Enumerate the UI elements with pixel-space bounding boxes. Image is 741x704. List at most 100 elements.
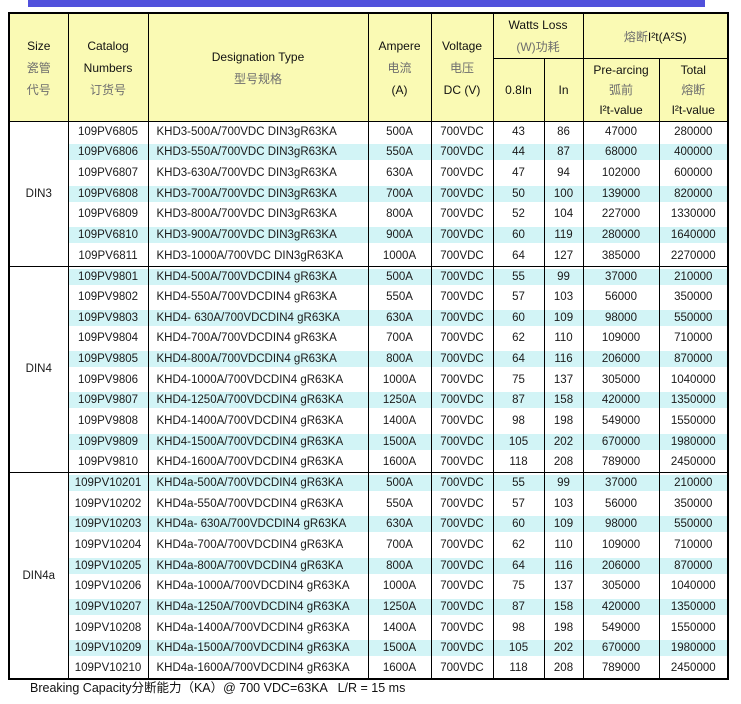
cell-catalog: 109PV10207: [67, 596, 149, 618]
spec-table: Size 瓷管 代号 Catalog Numbers 订货号 Designati…: [8, 12, 729, 681]
cell-catalog: 109PV10202: [67, 493, 149, 514]
cell-total: 870000: [658, 555, 729, 576]
table-row: 109PV9804 KHD4-700A/700VDCDIN4 gR63KA 700A…: [9, 328, 729, 349]
designation-label-en: Designation Type: [211, 49, 305, 64]
cell-ampere: 550A: [367, 142, 432, 163]
col-header-total: Total 熔断 I²t-value: [658, 58, 729, 122]
cell-ampere: 1250A: [367, 390, 432, 411]
cell-catalog: 109PV9810: [67, 452, 149, 473]
cell-total: 1640000: [658, 224, 729, 246]
cell-watts_in: 104: [543, 204, 584, 225]
cell-total: 1040000: [658, 369, 729, 391]
cell-watts_in: 202: [543, 637, 584, 659]
table-header: Size 瓷管 代号 Catalog Numbers 订货号 Designati…: [8, 12, 729, 122]
cell-ampere: 630A: [367, 307, 432, 329]
total-label-en: Total: [680, 63, 706, 77]
cell-designation: KHD3-900A/700VDC DIN3gR63KA: [147, 224, 369, 246]
catalog-label-cn: 订货号: [89, 82, 126, 97]
cell-watts_08: 64: [492, 555, 545, 576]
cell-designation: KHD4a-1000A/700VDCDIN4 gR63KA: [147, 575, 369, 597]
cell-voltage: 700VDC: [430, 472, 494, 494]
cell-catalog: 109PV6808: [67, 183, 149, 205]
cell-total: 550000: [658, 307, 729, 329]
cell-watts_08: 105: [492, 431, 545, 452]
cell-watts_08: 52: [492, 204, 545, 225]
cell-prearcing: 109000: [582, 328, 660, 349]
cell-watts_08: 47: [492, 162, 545, 184]
cell-voltage: 700VDC: [430, 224, 494, 246]
cell-catalog: 109PV6811: [67, 245, 149, 267]
watts-08in-label: 0.8In: [505, 83, 532, 97]
cell-designation: KHD4-500A/700VDCDIN4 gR63KA: [147, 266, 369, 287]
cell-ampere: 630A: [367, 513, 432, 535]
cell-voltage: 700VDC: [430, 575, 494, 597]
ampere-label-cn: 电流: [387, 60, 412, 75]
cell-prearcing: 420000: [582, 390, 660, 411]
cell-ampere: 1400A: [367, 410, 432, 432]
designation-label-cn: 型号规格: [233, 71, 282, 86]
cell-designation: KHD3-630A/700VDC DIN3gR63KA: [147, 162, 369, 184]
watts-loss-label-en: Watts Loss: [508, 18, 568, 32]
table-row: 109PV6809 KHD3-800A/700VDC DIN3gR63KA 800A…: [9, 204, 729, 225]
table-row: DIN3 109PV6805 KHD3-500A/700VDC DIN3gR63KA…: [8, 121, 729, 267]
size-group-label: DIN4: [8, 265, 69, 474]
cell-prearcing: 56000: [582, 493, 660, 514]
cell-prearcing: 420000: [582, 596, 660, 618]
cell-watts_in: 208: [543, 452, 584, 473]
cell-watts_08: 57: [492, 286, 545, 308]
col-header-catalog: Catalog Numbers 订货号: [67, 12, 149, 122]
cell-total: 1550000: [658, 410, 729, 432]
cell-watts_08: 64: [492, 245, 545, 267]
cell-voltage: 700VDC: [430, 617, 494, 638]
ampere-label-unit: (A): [391, 82, 408, 97]
cell-designation: KHD4-700A/700VDCDIN4 gR63KA: [147, 328, 369, 349]
size-group-label: DIN3: [8, 121, 69, 267]
cell-watts_in: 158: [543, 390, 584, 411]
cell-prearcing: 47000: [582, 121, 660, 143]
total-label-sub: I²t-value: [671, 103, 715, 117]
cell-prearcing: 305000: [582, 575, 660, 597]
cell-ampere: 1500A: [367, 431, 432, 452]
col-header-voltage: Voltage 电压 DC (V): [430, 12, 494, 122]
cell-designation: KHD4-550A/700VDCDIN4 gR63KA: [147, 286, 369, 308]
col-header-designation: Designation Type 型号规格: [147, 12, 369, 122]
cell-ampere: 1000A: [367, 575, 432, 597]
cell-total: 820000: [658, 183, 729, 205]
cell-designation: KHD4a-550A/700VDCDIN4 gR63KA: [147, 493, 369, 514]
cell-prearcing: 385000: [582, 245, 660, 267]
cell-designation: KHD4-1500A/700VDCDIN4 gR63KA: [147, 431, 369, 452]
cell-ampere: 1400A: [367, 617, 432, 638]
cell-catalog: 109PV10208: [67, 617, 149, 638]
cell-catalog: 109PV6807: [67, 162, 149, 184]
cell-ampere: 1000A: [367, 369, 432, 391]
cell-watts_in: 198: [543, 617, 584, 638]
cell-prearcing: 789000: [582, 658, 660, 680]
cell-ampere: 800A: [367, 204, 432, 225]
cell-designation: KHD4-800A/700VDCDIN4 gR63KA: [147, 348, 369, 370]
cell-prearcing: 98000: [582, 513, 660, 535]
breaking-capacity-note: Breaking Capacity分断能力（KA）@ 700 VDC=63KA …: [30, 681, 406, 695]
col-header-i2t: 熔断I²t(A²S): [582, 12, 729, 59]
cell-total: 400000: [658, 142, 729, 163]
cell-designation: KHD4a-1400A/700VDCDIN4 gR63KA: [147, 617, 369, 638]
cell-designation: KHD4a-800A/700VDCDIN4 gR63KA: [147, 555, 369, 576]
cell-designation: KHD4-1250A/700VDCDIN4 gR63KA: [147, 390, 369, 411]
cell-prearcing: 549000: [582, 617, 660, 638]
cell-prearcing: 139000: [582, 183, 660, 205]
cell-watts_08: 105: [492, 637, 545, 659]
cell-watts_in: 103: [543, 493, 584, 514]
table-row: 109PV10203 KHD4a- 630A/700VDCDIN4 gR63KA 6…: [9, 513, 729, 535]
size-label-en: Size: [27, 38, 51, 53]
top-divider-bar: [28, 0, 705, 7]
total-label-cn: 熔断: [681, 83, 706, 97]
cell-catalog: 109PV9801: [67, 266, 149, 287]
cell-voltage: 700VDC: [430, 204, 494, 225]
cell-ampere: 700A: [367, 534, 432, 556]
cell-voltage: 700VDC: [430, 142, 494, 163]
cell-catalog: 109PV9808: [67, 410, 149, 432]
cell-watts_08: 64: [492, 348, 545, 370]
cell-designation: KHD4a-700A/700VDCDIN4 gR63KA: [147, 534, 369, 556]
cell-designation: KHD3-500A/700VDC DIN3gR63KA: [147, 121, 369, 143]
cell-total: 870000: [658, 348, 729, 370]
